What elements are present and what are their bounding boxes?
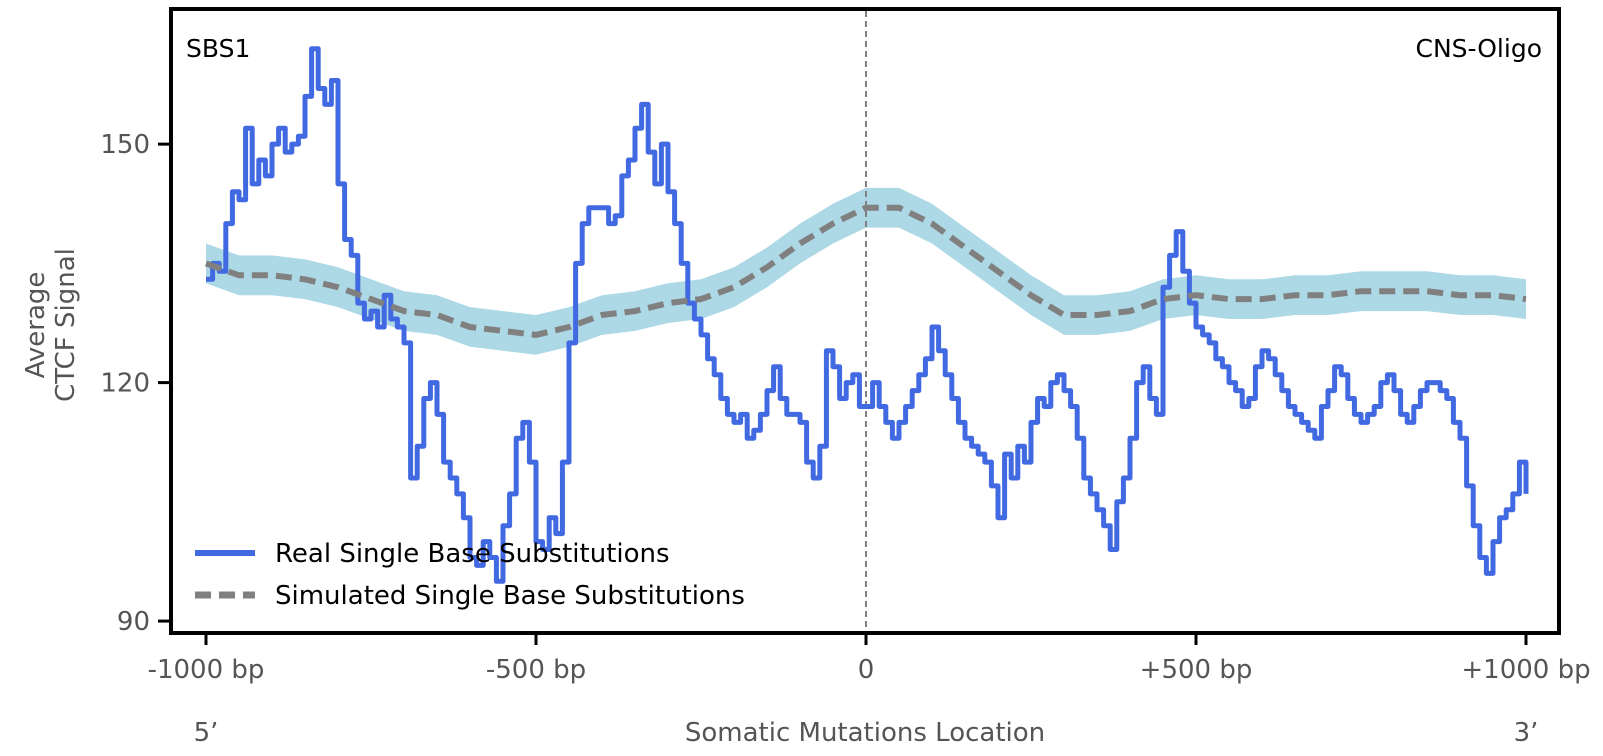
real-sbs-line — [206, 46, 1529, 584]
x-tick-label: +1000 bp — [1461, 655, 1590, 685]
legend-real-label: Real Single Base Substitutions — [275, 539, 670, 569]
three-prime-label: 3’ — [1514, 718, 1539, 748]
y-tick-label: 120 — [100, 369, 150, 399]
legend-simulated-label: Simulated Single Base Substitutions — [275, 581, 745, 611]
x-axis-ticks: -1000 bp -500 bp 0 +500 bp +1000 bp — [148, 635, 1591, 685]
x-axis-title: Somatic Mutations Location — [685, 718, 1045, 748]
svg-text:CTCF Signal: CTCF Signal — [51, 248, 81, 402]
plot-frame — [169, 7, 1561, 635]
tissue-label: CNS-Oligo — [1416, 34, 1542, 63]
y-axis-ticks: 90 120 150 — [100, 130, 169, 637]
x-tick-label: -1000 bp — [148, 655, 265, 685]
x-tick-label: +500 bp — [1140, 655, 1253, 685]
signature-label: SBS1 — [186, 34, 250, 63]
legend: Real Single Base Substitutions Simulated… — [195, 539, 745, 611]
y-axis-title: Average CTCF Signal — [21, 248, 81, 402]
x-tick-label: 0 — [858, 655, 875, 685]
y-tick-label: 90 — [117, 607, 150, 637]
x-tick-label: -500 bp — [486, 655, 586, 685]
five-prime-label: 5’ — [194, 718, 219, 748]
y-tick-label: 150 — [100, 130, 150, 160]
svg-text:Average: Average — [21, 272, 51, 379]
simulated-sbs-line — [204, 204, 1527, 338]
